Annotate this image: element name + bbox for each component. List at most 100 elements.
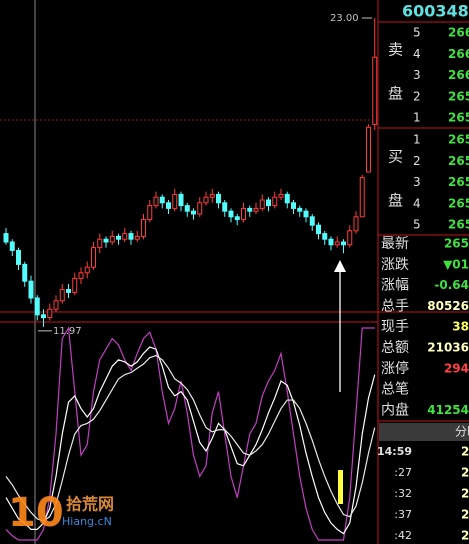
candle-body <box>172 193 178 209</box>
highlight <box>338 470 343 504</box>
tick-time: :42 <box>394 529 412 542</box>
tick-time: 14:59 <box>377 445 412 458</box>
candle-body <box>66 289 71 293</box>
candle-body <box>366 126 371 173</box>
level: 1 <box>413 133 421 147</box>
stat-label: 内盘 <box>381 401 409 418</box>
candle-body <box>241 207 246 221</box>
candle-body <box>359 177 365 218</box>
tick-time: :32 <box>394 487 412 500</box>
tick-price: 20 <box>461 529 469 543</box>
level: 2 <box>413 89 421 103</box>
candle-body <box>303 210 309 218</box>
stat-label: 现手 <box>381 319 409 335</box>
arrow-head <box>334 260 346 272</box>
tick-price: 20 <box>461 487 469 501</box>
candle-body <box>247 207 253 212</box>
ticks-header: 分时 <box>455 425 469 439</box>
tick-price: 20 <box>461 466 469 480</box>
order-price: 265 <box>448 175 469 189</box>
level: 3 <box>413 175 421 189</box>
candle-body <box>22 263 28 282</box>
candle-body <box>84 266 90 274</box>
candle-body <box>253 207 259 212</box>
stat-value: 38 <box>452 320 469 334</box>
level: 2 <box>413 154 421 168</box>
candle-body <box>72 277 78 293</box>
candle-body <box>372 56 378 125</box>
candle-body <box>41 314 46 319</box>
side-label: 卖 <box>388 41 403 59</box>
order-price: 265 <box>448 218 469 232</box>
stat-label: 最新 <box>381 236 409 252</box>
price-label: 23.00 <box>330 13 359 24</box>
stock-code: 600348 <box>402 2 469 21</box>
order-price: 265 <box>448 111 469 125</box>
candle-body <box>159 196 165 204</box>
candle-body <box>153 196 159 207</box>
order-price: 266 <box>448 47 469 61</box>
side-label: 盘 <box>388 85 403 103</box>
candle-body <box>28 280 34 299</box>
candle-body <box>309 216 315 226</box>
candle-body <box>222 202 228 212</box>
stat-label: 涨停 <box>381 360 409 377</box>
watermark-domain: Hiang.cN <box>62 515 112 528</box>
candle-body <box>347 230 353 246</box>
candle-body <box>197 202 203 215</box>
ticks-header-bar <box>379 423 469 441</box>
candle-body <box>47 308 53 319</box>
candle-body <box>59 289 65 302</box>
candle-body <box>91 247 96 268</box>
candle-body <box>278 193 284 198</box>
level: 4 <box>413 196 421 210</box>
candle-body <box>334 241 340 246</box>
stat-value: ▼01 <box>443 257 469 271</box>
stat-value: 80526 <box>427 299 469 313</box>
candle-body <box>34 297 40 316</box>
order-price: 265 <box>448 196 469 210</box>
indicator-line <box>5 346 376 535</box>
candle-body <box>166 202 171 209</box>
candle-body <box>272 196 278 207</box>
price-label: 11.97 <box>53 326 82 337</box>
watermark-number: 10 <box>8 490 64 536</box>
stat-label: 涨幅 <box>381 278 409 294</box>
level: 5 <box>413 218 421 232</box>
candle-body <box>122 233 128 240</box>
watermark-site: 拾荒网 <box>66 495 114 514</box>
order-price: 265 <box>448 154 469 168</box>
stat-label: 总手 <box>381 298 409 314</box>
stat-value: 294 <box>444 361 469 375</box>
candle-body <box>297 207 303 212</box>
candle-body <box>97 238 103 249</box>
level: 4 <box>413 47 421 61</box>
order-price: 266 <box>448 68 469 82</box>
candle-body <box>266 199 271 207</box>
candle-body <box>184 205 190 212</box>
stat-label: 涨跌 <box>381 257 409 273</box>
tick-time: :27 <box>394 466 412 479</box>
order-price: 265 <box>448 133 469 147</box>
candle-body <box>216 193 221 204</box>
order-price: 265 <box>448 89 469 103</box>
candle-body <box>322 233 328 240</box>
tick-time: :37 <box>394 508 412 521</box>
candle-body <box>103 238 109 243</box>
side-label: 买 <box>388 148 403 166</box>
candle-body <box>16 249 21 265</box>
stat-value: 21036 <box>427 341 469 355</box>
candle-body <box>109 235 115 243</box>
candle-body <box>284 193 290 204</box>
candle-body <box>9 241 15 251</box>
candle-body <box>78 272 84 279</box>
level: 5 <box>413 26 421 40</box>
candle-body <box>316 224 321 235</box>
candle-body <box>259 199 265 209</box>
tick-price: 20 <box>461 445 469 459</box>
stat-label: 总笔 <box>381 382 409 398</box>
stat-value: -0.64 <box>434 278 469 292</box>
